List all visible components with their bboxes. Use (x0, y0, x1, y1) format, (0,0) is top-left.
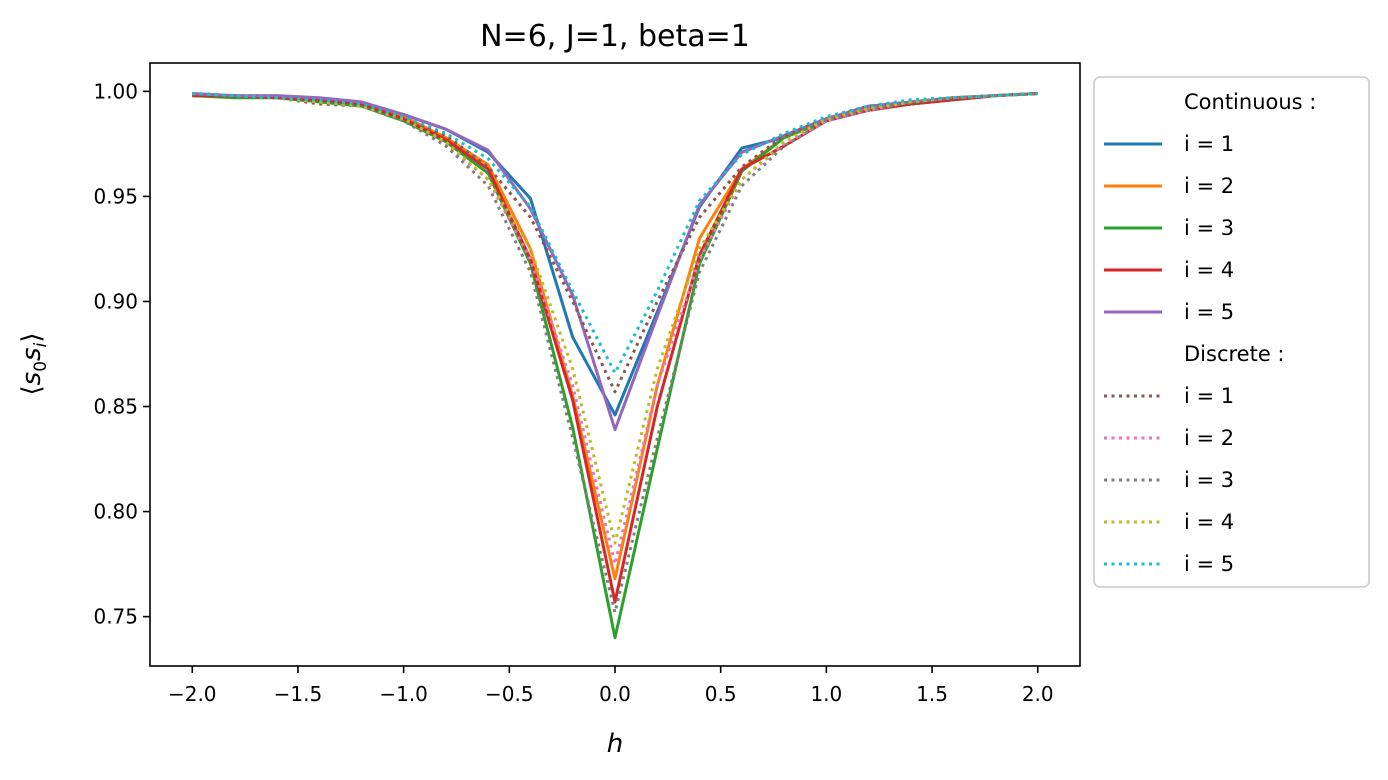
discrete-series-line-2 (192, 92, 1038, 566)
x-tick-label: −0.5 (485, 682, 534, 706)
y-tick-label: 0.80 (93, 500, 138, 524)
legend-entry-label: i = 1 (1184, 384, 1234, 408)
y-tick-label: 0.85 (93, 395, 138, 419)
x-tick-label: 1.5 (916, 682, 948, 706)
chart-title: N=6, J=1, beta=1 (480, 19, 750, 54)
legend-entry-label: i = 2 (1184, 426, 1234, 450)
x-tick-label: 2.0 (1022, 682, 1054, 706)
legend-entry-label: i = 4 (1184, 510, 1234, 534)
legend-entry-label: i = 1 (1184, 132, 1234, 156)
x-tick-label: −1.5 (274, 682, 323, 706)
y-axis-label: ⟨s0si⟩ (17, 333, 51, 396)
axes: −2.0 −1.5 −1.0 −0.5 0.0 0.5 1.0 1.5 2.0 0.75 0.80 0… (93, 62, 1081, 706)
legend-entry-label: i = 3 (1184, 468, 1234, 492)
x-tick-label: 0.5 (705, 682, 737, 706)
y-label-s2: s (17, 347, 47, 361)
legend-entry-label: i = 5 (1184, 300, 1234, 324)
legend-entry-label: i = 5 (1184, 552, 1234, 576)
y-label-subi: i (31, 342, 51, 347)
x-tick-label: 0.0 (599, 682, 631, 706)
legend-entry-label: i = 3 (1184, 216, 1234, 240)
y-tick-label: 1.00 (93, 79, 138, 103)
discrete-series-line-4 (192, 92, 1038, 545)
x-tick-label: −1.0 (379, 682, 428, 706)
legend-box (1093, 76, 1370, 588)
y-tick-label: 0.75 (93, 605, 138, 629)
y-label-close: ⟩ (17, 333, 47, 343)
y-tick-label: 0.90 (93, 289, 138, 313)
legend-entry-label: i = 4 (1184, 258, 1234, 282)
legend-group-header: Discrete : (1184, 342, 1285, 366)
legend-entry-label: i = 2 (1184, 174, 1234, 198)
x-tick-label: −2.0 (168, 682, 217, 706)
discrete-series-line-1 (192, 92, 1038, 394)
svg-text:⟨s0si⟩: ⟨s0si⟩ (17, 333, 51, 396)
y-label-sub0: 0 (31, 361, 51, 372)
y-label-s: s (17, 372, 47, 386)
y-tick-label: 0.95 (93, 184, 138, 208)
x-axis-label: h (607, 729, 623, 759)
legend: Continuous : i = 1 i = 2 i = 3 i = 4 i = 5 Dis… (1093, 76, 1370, 588)
plot-area (192, 92, 1038, 640)
y-label-open: ⟨ (17, 385, 47, 395)
legend-group-header: Continuous : (1184, 90, 1316, 114)
x-tick-label: 1.0 (810, 682, 842, 706)
